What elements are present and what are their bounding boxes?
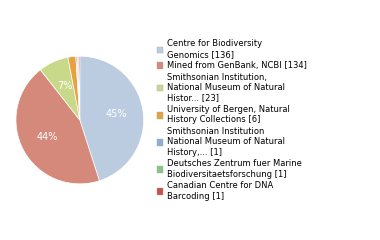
Wedge shape: [68, 56, 80, 120]
Wedge shape: [40, 57, 80, 120]
Wedge shape: [76, 56, 80, 120]
Wedge shape: [77, 56, 80, 120]
Text: 44%: 44%: [36, 132, 58, 142]
Text: 7%: 7%: [57, 81, 72, 91]
Wedge shape: [80, 56, 144, 181]
Text: 45%: 45%: [106, 109, 127, 119]
Wedge shape: [79, 56, 80, 120]
Legend: Centre for Biodiversity
Genomics [136], Mined from GenBank, NCBI [134], Smithson: Centre for Biodiversity Genomics [136], …: [156, 39, 307, 201]
Wedge shape: [16, 70, 100, 184]
